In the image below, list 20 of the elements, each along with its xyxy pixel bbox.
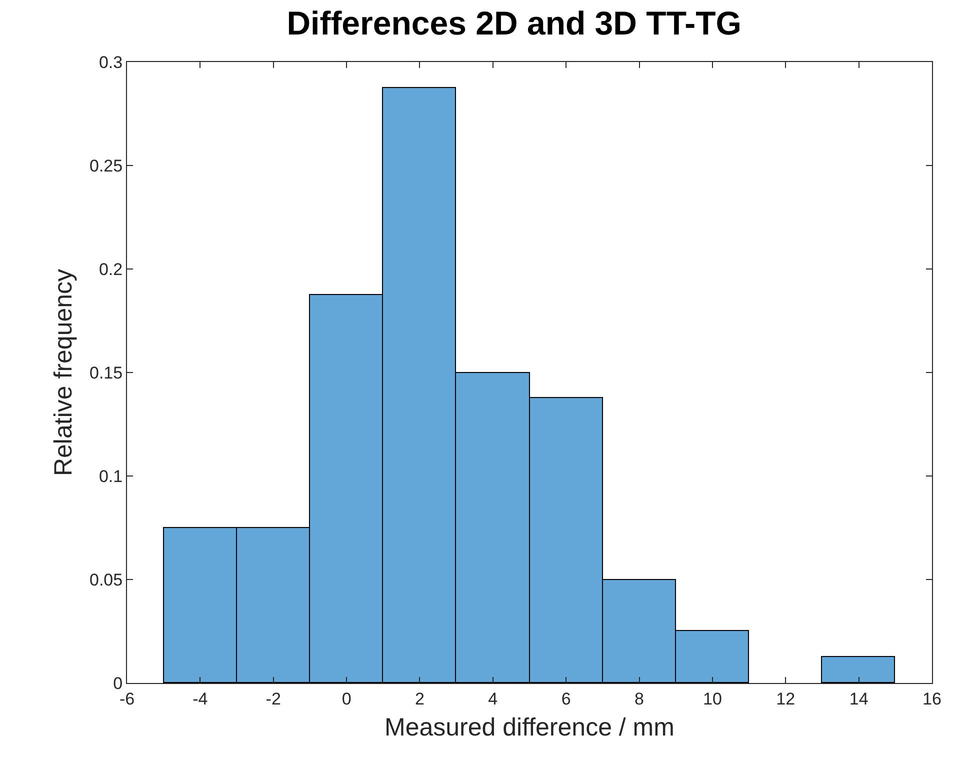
x-tick-label: 4 <box>488 689 498 708</box>
y-tick-label: 0.1 <box>98 466 123 486</box>
x-tick-label: 14 <box>849 689 868 708</box>
x-tick-label: 8 <box>634 689 644 708</box>
y-tick-label: 0.05 <box>90 570 123 590</box>
x-tick-label: 6 <box>561 689 571 708</box>
x-tick-label: 10 <box>702 689 722 708</box>
chart-title: Differences 2D and 3D TT-TG <box>286 4 742 42</box>
y-axis-title: Relative frequency <box>49 268 78 476</box>
y-tick-label: 0.3 <box>98 52 123 72</box>
x-tick-label: 12 <box>776 689 796 708</box>
y-tick-label: 0.15 <box>90 363 123 382</box>
x-tick-label: -2 <box>266 689 281 708</box>
x-axis-title: Measured difference / mm <box>384 713 674 742</box>
y-tick-label: 0.25 <box>90 156 123 176</box>
x-tick-label: 16 <box>922 689 942 708</box>
x-tick-label: 2 <box>414 689 424 708</box>
x-tick-label: 0 <box>342 689 352 708</box>
y-tick-label: 0.2 <box>98 260 123 279</box>
x-tick-label: -4 <box>192 689 208 708</box>
